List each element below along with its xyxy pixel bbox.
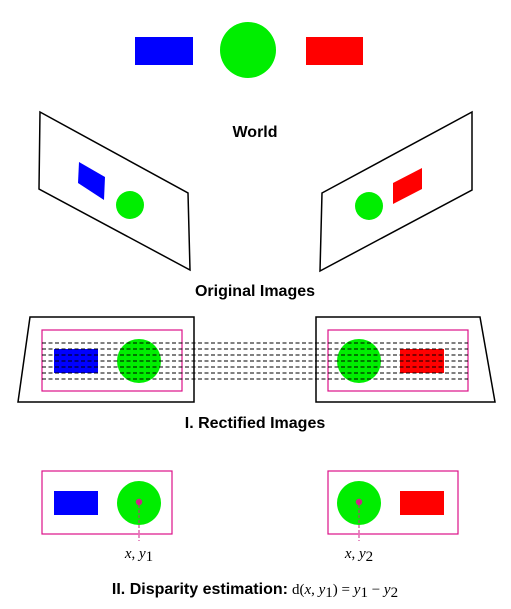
disparity-image-right: x, y2 — [327, 470, 459, 565]
disparity-left-point-marker — [135, 498, 143, 506]
point-right-label: x, y2 — [344, 546, 373, 565]
disparity-left-blue-rectangle — [54, 491, 98, 515]
original-right-red-shape — [393, 168, 422, 204]
world-red-rectangle — [306, 37, 363, 65]
rectified-right-warped-frame — [315, 316, 496, 403]
rectified-right-green-circle — [337, 339, 381, 383]
world-label: World — [232, 124, 277, 141]
original-images: Original Images — [38, 110, 473, 300]
disparity-caption: II. Disparity estimation: d(x, y1) = y1 −… — [112, 581, 398, 601]
disparity-right-red-rectangle — [400, 491, 444, 515]
rectified-image-left — [17, 316, 195, 403]
rectified-images: I. Rectified Images — [17, 316, 496, 432]
disparity-left-frame — [41, 470, 173, 535]
rectified-image-right — [315, 316, 496, 403]
rectified-left-green-circle — [117, 339, 161, 383]
original-left-blue-shape — [78, 162, 105, 200]
world-blue-rectangle — [135, 37, 193, 65]
original-left-green-circle — [116, 191, 144, 219]
epipolar-lines — [42, 342, 468, 380]
disparity-estimation: x, y1 x, y2 II. Disparity estimation: d(x… — [41, 470, 459, 601]
original-image-left — [38, 110, 191, 272]
original-image-left-frame — [38, 110, 191, 272]
rectified-left-crop-frame — [41, 329, 183, 392]
point-left-label: x, y1 — [124, 546, 153, 565]
rectified-left-warped-frame — [17, 316, 195, 403]
world-green-circle — [220, 22, 276, 78]
disparity-right-point-marker — [355, 498, 363, 506]
original-image-right-frame — [319, 110, 473, 273]
rectified-right-crop-frame — [327, 329, 469, 392]
world-scene: World — [135, 22, 363, 141]
rectified-images-label: I. Rectified Images — [185, 415, 326, 432]
disparity-right-frame — [327, 470, 459, 535]
original-image-right — [319, 110, 473, 273]
original-images-label: Original Images — [195, 283, 315, 300]
disparity-image-left: x, y1 — [41, 470, 173, 565]
original-right-green-circle — [355, 192, 383, 220]
